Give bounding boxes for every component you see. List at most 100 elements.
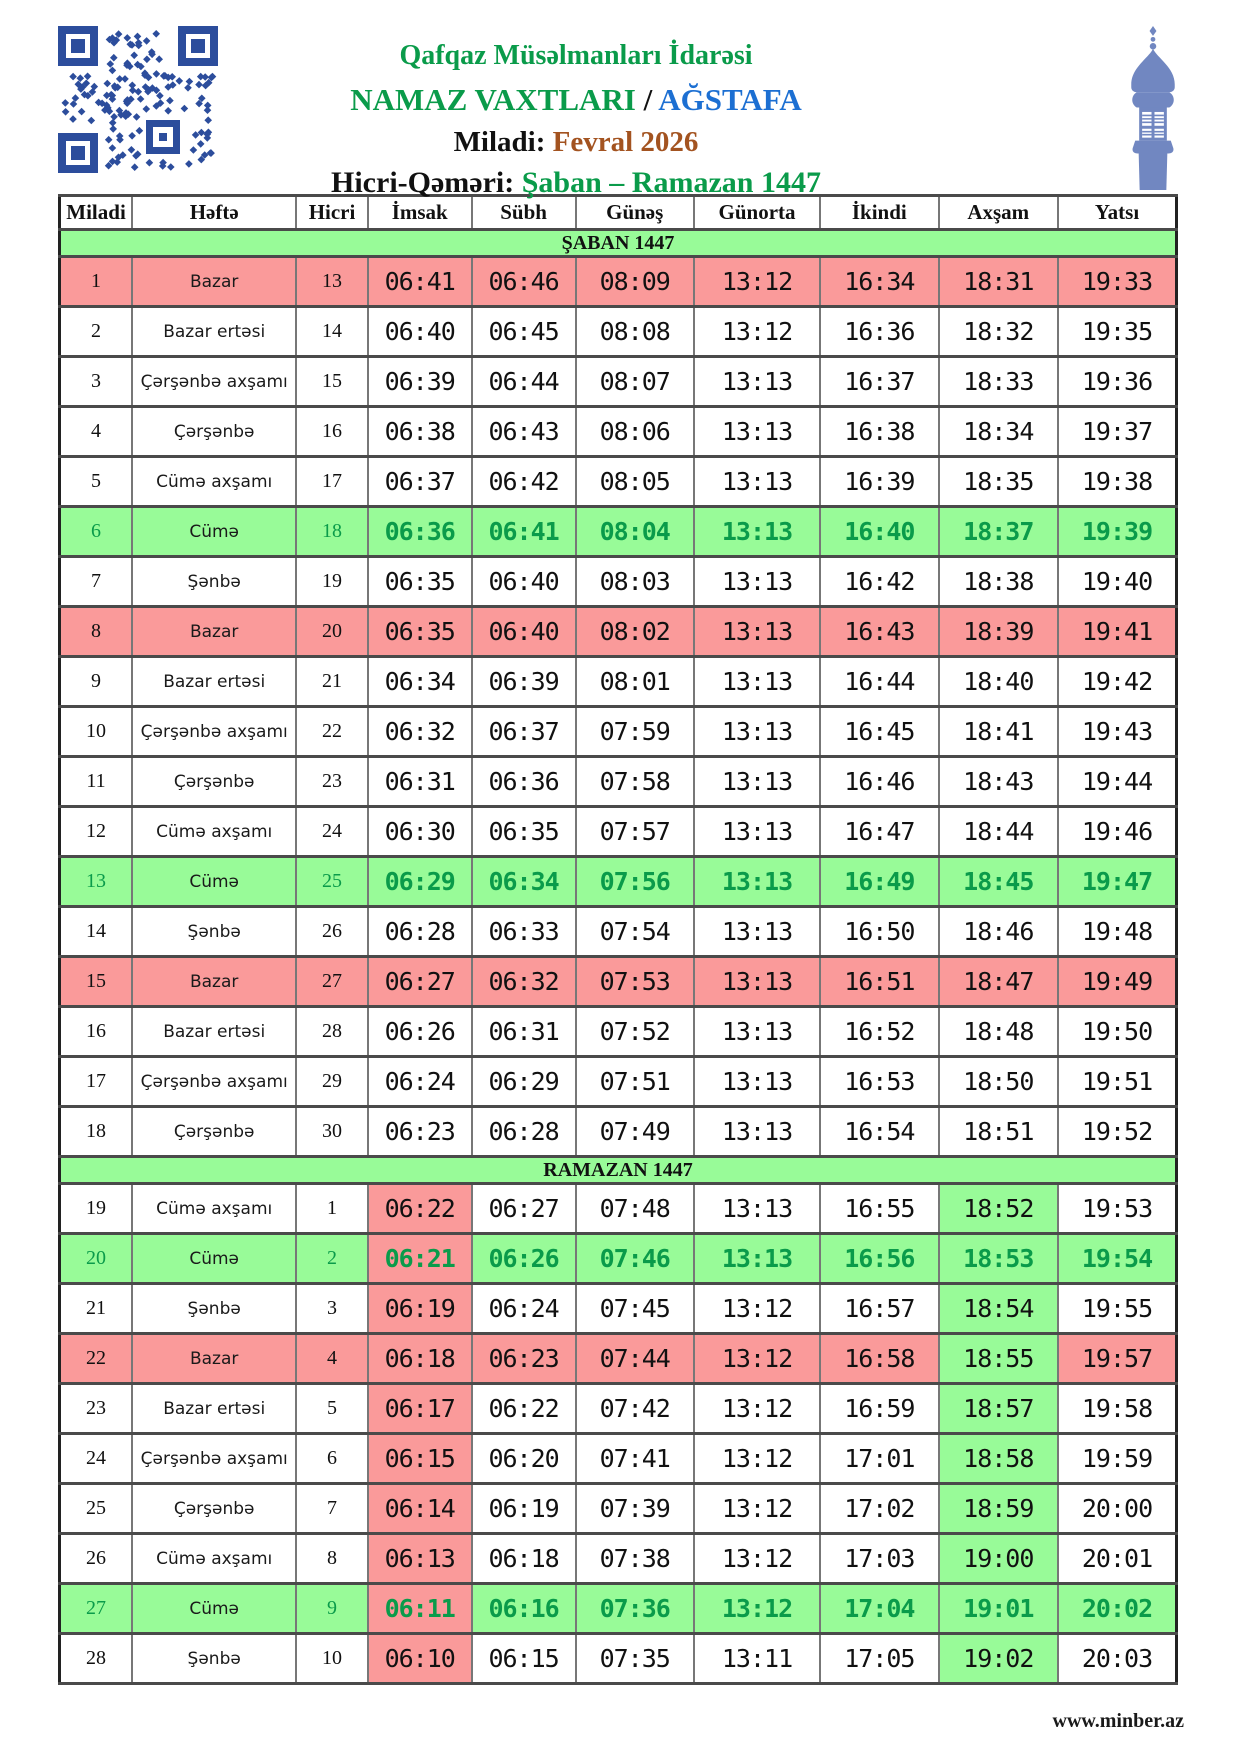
cell-time-ikindi: 16:38 bbox=[819, 405, 940, 458]
cell-hicri: 16 bbox=[295, 405, 369, 458]
cell-weekday: Cümə bbox=[131, 855, 298, 908]
qr-code-icon bbox=[58, 26, 218, 173]
cell-weekday: Cümə bbox=[131, 1582, 298, 1635]
cell-time-axsam: 19:02 bbox=[937, 1632, 1060, 1685]
minaret-window-slats bbox=[1142, 114, 1164, 136]
page-title: NAMAZ VAXTLARI / AĞSTAFA bbox=[218, 82, 934, 118]
cell-time-subh: 06:23 bbox=[470, 1332, 577, 1385]
cell-weekday: Bazar ertəsi bbox=[131, 1005, 298, 1058]
cell-time-yatsi: 20:02 bbox=[1057, 1582, 1178, 1635]
cell-time-gunes: 07:59 bbox=[574, 705, 695, 758]
cell-hicri: 19 bbox=[295, 555, 369, 608]
cell-time-yatsi: 19:43 bbox=[1057, 705, 1178, 758]
cell-time-gunes: 07:48 bbox=[574, 1182, 695, 1235]
day-row: 14 Şənbə 26 06:28 06:33 07:54 13:13 16:50 18:46 1… bbox=[58, 905, 1178, 958]
cell-time-yatsi: 20:00 bbox=[1057, 1482, 1178, 1535]
cell-time-yatsi: 20:03 bbox=[1057, 1632, 1178, 1685]
cell-time-yatsi: 19:52 bbox=[1057, 1105, 1178, 1158]
cell-time-ikindi: 16:53 bbox=[819, 1055, 940, 1108]
miladi-label: Miladi: bbox=[453, 126, 553, 158]
cell-time-subh: 06:22 bbox=[470, 1382, 577, 1435]
cell-time-gunorta: 13:13 bbox=[692, 805, 822, 858]
cell-time-yatsi: 19:41 bbox=[1057, 605, 1178, 658]
cell-time-yatsi: 20:01 bbox=[1057, 1532, 1178, 1585]
cell-weekday: Cümə axşamı bbox=[131, 805, 298, 858]
day-row: 23 Bazar ertəsi 5 06:17 06:22 07:42 13:12 16:59… bbox=[58, 1382, 1178, 1435]
cell-time-ikindi: 17:03 bbox=[819, 1532, 940, 1585]
day-row: 18 Çərşənbə 30 06:23 06:28 07:49 13:13 16:54 18:… bbox=[58, 1105, 1178, 1158]
cell-time-gunorta: 13:13 bbox=[692, 755, 822, 808]
cell-miladi: 23 bbox=[58, 1382, 134, 1435]
cell-time-gunes: 07:44 bbox=[574, 1332, 695, 1385]
cell-time-gunorta: 13:13 bbox=[692, 605, 822, 658]
cell-weekday: Şənbə bbox=[131, 1632, 298, 1685]
cell-hicri: 23 bbox=[295, 755, 369, 808]
cell-time-subh: 06:15 bbox=[470, 1632, 577, 1685]
day-row: 12 Cümə axşamı 24 06:30 06:35 07:57 13:13 16:47… bbox=[58, 805, 1178, 858]
cell-time-subh: 06:44 bbox=[470, 355, 577, 408]
cell-time-yatsi: 19:39 bbox=[1057, 505, 1178, 558]
section-title: ŞABAN 1447 bbox=[58, 228, 1178, 258]
cell-miladi: 6 bbox=[58, 505, 134, 558]
cell-time-gunorta: 13:13 bbox=[692, 555, 822, 608]
cell-time-gunorta: 13:13 bbox=[692, 655, 822, 708]
cell-time-gunes: 07:52 bbox=[574, 1005, 695, 1058]
day-row: 28 Şənbə 10 06:10 06:15 07:35 13:11 17:05 19:02 2… bbox=[58, 1632, 1178, 1685]
cell-time-imsak: 06:39 bbox=[366, 355, 473, 408]
day-row: 6 Cümə 18 06:36 06:41 08:04 13:13 16:40 18:37 19:… bbox=[58, 505, 1178, 558]
cell-time-gunorta: 13:13 bbox=[692, 1232, 822, 1285]
day-row: 1 Bazar 13 06:41 06:46 08:09 13:12 16:34 18:31 19… bbox=[58, 255, 1178, 308]
cell-time-subh: 06:46 bbox=[470, 255, 577, 308]
cell-hicri: 9 bbox=[295, 1582, 369, 1635]
cell-time-gunes: 07:39 bbox=[574, 1482, 695, 1535]
column-header-gunorta: Günorta bbox=[692, 194, 822, 231]
cell-weekday: Çərşənbə axşamı bbox=[131, 705, 298, 758]
cell-miladi: 21 bbox=[58, 1282, 134, 1335]
cell-weekday: Çərşənbə bbox=[131, 405, 298, 458]
cell-time-gunes: 07:38 bbox=[574, 1532, 695, 1585]
column-header-hicri: Hicri bbox=[295, 194, 369, 231]
cell-time-imsak: 06:17 bbox=[366, 1382, 473, 1435]
cell-time-subh: 06:32 bbox=[470, 955, 577, 1008]
cell-hicri: 27 bbox=[295, 955, 369, 1008]
day-row: 2 Bazar ertəsi 14 06:40 06:45 08:08 13:12 16:36… bbox=[58, 305, 1178, 358]
cell-time-subh: 06:20 bbox=[470, 1432, 577, 1485]
cell-time-ikindi: 17:04 bbox=[819, 1582, 940, 1635]
cell-time-ikindi: 16:39 bbox=[819, 455, 940, 508]
cell-weekday: Cümə bbox=[131, 1232, 298, 1285]
cell-time-subh: 06:28 bbox=[470, 1105, 577, 1158]
cell-weekday: Şənbə bbox=[131, 555, 298, 608]
cell-miladi: 10 bbox=[58, 705, 134, 758]
cell-hicri: 28 bbox=[295, 1005, 369, 1058]
section-header-row: RAMAZAN 1447 bbox=[58, 1155, 1178, 1185]
section-header-row: ŞABAN 1447 bbox=[58, 228, 1178, 258]
cell-time-axsam: 18:34 bbox=[937, 405, 1060, 458]
day-row: 22 Bazar 4 06:18 06:23 07:44 13:12 16:58 18:55 19… bbox=[58, 1332, 1178, 1385]
hijri-month-line: Hicri-Qəməri: Şaban – Ramazan 1447 bbox=[218, 166, 934, 200]
cell-weekday: Bazar ertəsi bbox=[131, 655, 298, 708]
cell-time-yatsi: 19:59 bbox=[1057, 1432, 1178, 1485]
cell-time-yatsi: 19:33 bbox=[1057, 255, 1178, 308]
cell-time-subh: 06:35 bbox=[470, 805, 577, 858]
cell-time-gunorta: 13:12 bbox=[692, 1482, 822, 1535]
cell-time-ikindi: 16:37 bbox=[819, 355, 940, 408]
cell-miladi: 22 bbox=[58, 1332, 134, 1385]
cell-time-gunorta: 13:12 bbox=[692, 1332, 822, 1385]
cell-weekday: Şənbə bbox=[131, 1282, 298, 1335]
cell-time-subh: 06:19 bbox=[470, 1482, 577, 1535]
cell-time-gunes: 07:42 bbox=[574, 1382, 695, 1435]
cell-time-subh: 06:33 bbox=[470, 905, 577, 958]
cell-time-imsak: 06:38 bbox=[366, 405, 473, 458]
cell-time-imsak: 06:26 bbox=[366, 1005, 473, 1058]
cell-time-axsam: 18:58 bbox=[937, 1432, 1060, 1485]
cell-time-axsam: 18:52 bbox=[937, 1182, 1060, 1235]
cell-time-yatsi: 19:54 bbox=[1057, 1232, 1178, 1285]
cell-time-gunorta: 13:12 bbox=[692, 255, 822, 308]
cell-weekday: Bazar bbox=[131, 255, 298, 308]
cell-time-gunes: 08:05 bbox=[574, 455, 695, 508]
cell-time-gunorta: 13:11 bbox=[692, 1632, 822, 1685]
cell-time-axsam: 18:41 bbox=[937, 705, 1060, 758]
cell-time-ikindi: 16:36 bbox=[819, 305, 940, 358]
cell-hicri: 13 bbox=[295, 255, 369, 308]
cell-time-axsam: 18:44 bbox=[937, 805, 1060, 858]
